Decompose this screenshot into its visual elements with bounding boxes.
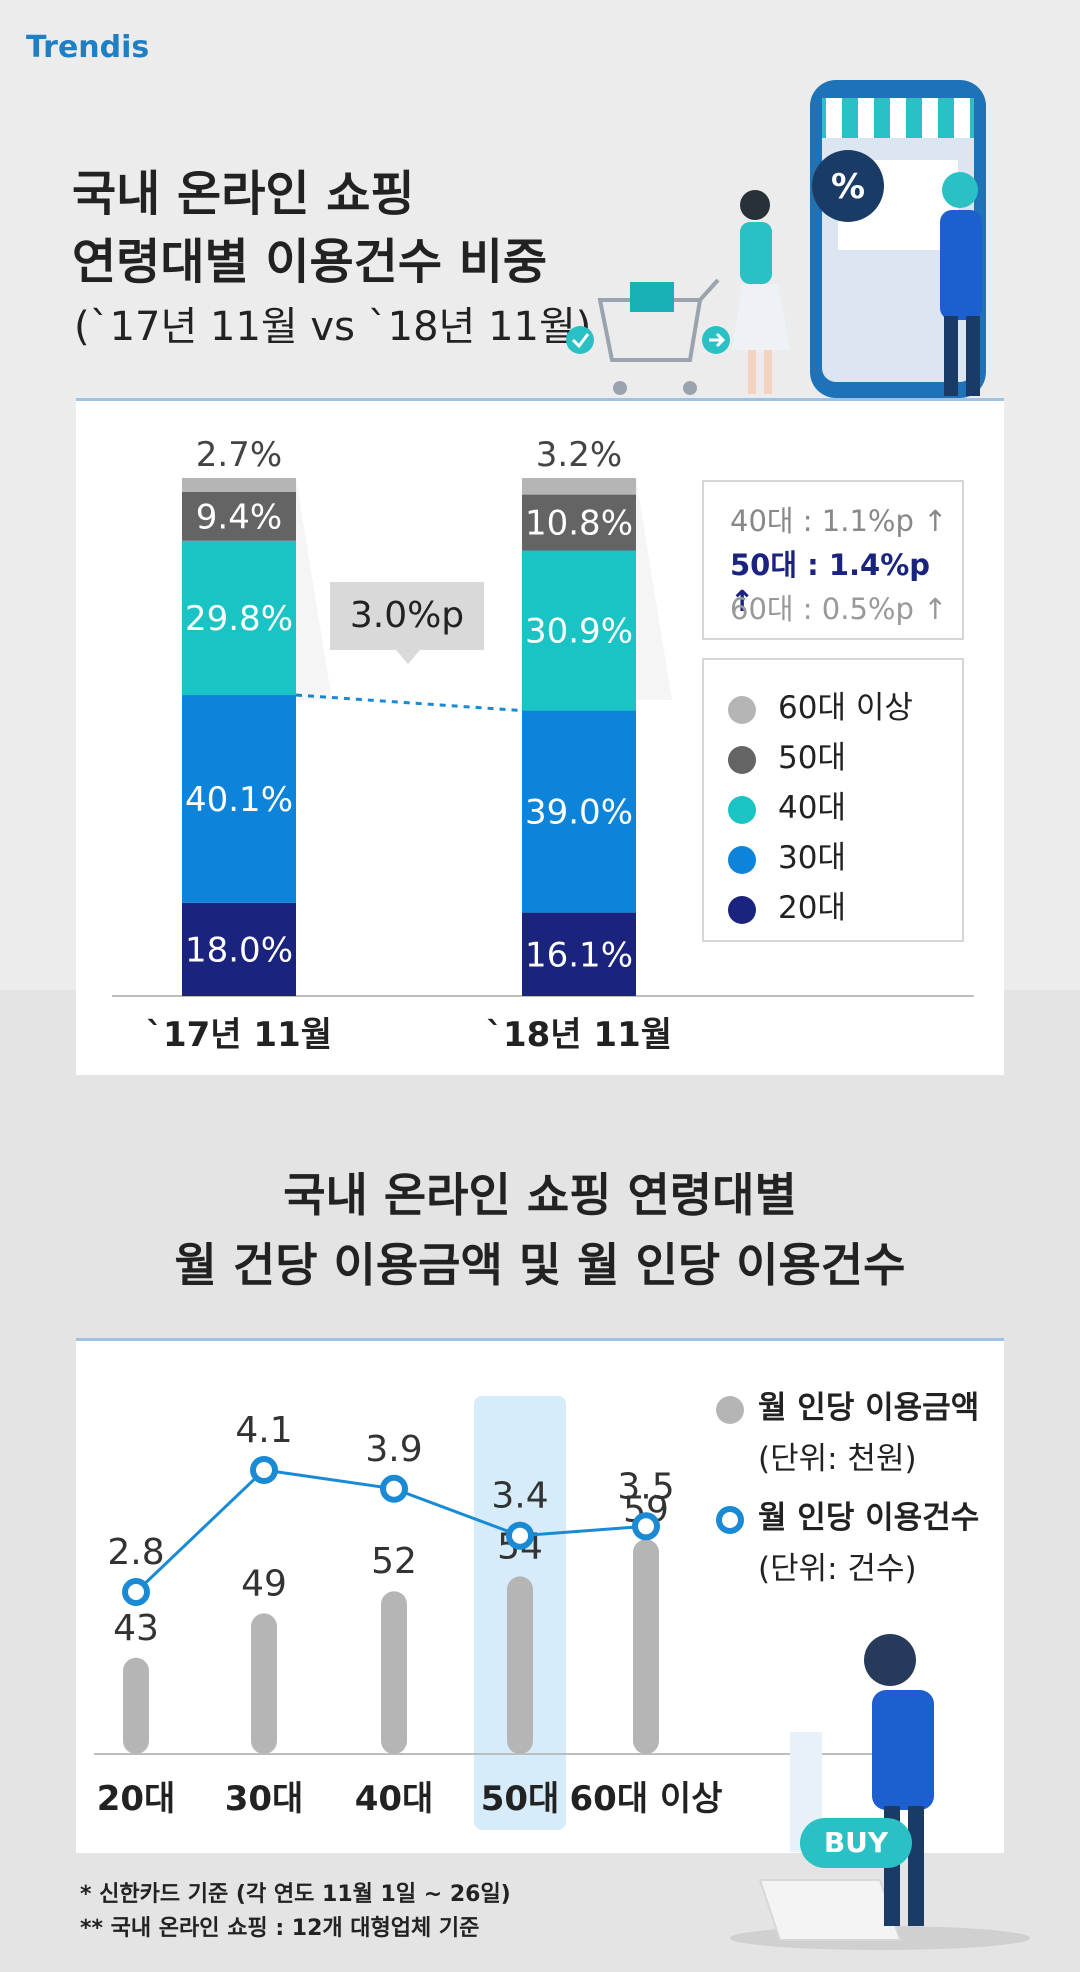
- info-40s: 40대 : 1.1%p ↑: [730, 504, 948, 538]
- count-value-label: 3.5: [617, 1466, 674, 1507]
- legend-dot-icon: [716, 1395, 744, 1424]
- legend-item-30s: 30대: [728, 832, 846, 877]
- count-value-label: 3.9: [365, 1429, 422, 1470]
- bar-value-label: 10.8%: [525, 504, 633, 544]
- bar-segment: [522, 550, 636, 711]
- bar-segment: [182, 491, 296, 541]
- x-tick-label: 60대 이상: [570, 1779, 723, 1819]
- legend-item-60s: 60대 이상: [728, 682, 913, 727]
- bar-value-label: 29.8%: [185, 599, 293, 639]
- count-value-label: 3.4: [491, 1476, 548, 1517]
- x-tick-label: 40대: [355, 1779, 434, 1819]
- section1-title: 국내 온라인 쇼핑 연령대별 이용건수 비중: [72, 160, 547, 296]
- legend-dot-icon: [728, 795, 756, 824]
- bar-shadow: [296, 478, 332, 700]
- legend-dot-icon: [728, 745, 756, 774]
- amount-bar: [123, 1657, 149, 1754]
- bar-value-label: 40.1%: [185, 780, 293, 820]
- count-point: [122, 1578, 150, 1606]
- x-tick-label: `17년 11월: [146, 1015, 332, 1055]
- section1-subtitle: (`17년 11월 vs `18년 11월): [74, 304, 592, 350]
- count-point: [250, 1456, 278, 1484]
- section1-title-line1: 국내 온라인 쇼핑: [72, 166, 415, 222]
- bar-segment: [182, 695, 296, 903]
- amount-bar: [507, 1576, 533, 1754]
- legend-item-50s: 50대: [728, 732, 846, 777]
- person-head-icon: [942, 172, 978, 208]
- x-tick-label: 20대: [97, 1779, 176, 1819]
- amount-value-label: 52: [371, 1541, 417, 1582]
- count-point: [506, 1521, 534, 1550]
- bar-value-label: 2.7%: [196, 435, 282, 475]
- bar-value-label: 39.0%: [525, 793, 633, 833]
- difference-callout: 3.0%p: [330, 582, 484, 650]
- x-tick-label: 30대: [225, 1779, 304, 1819]
- count-value-label: 2.8: [107, 1532, 164, 1573]
- brand-logo: Trendis: [26, 30, 150, 65]
- legend-dot-icon: [728, 695, 756, 724]
- footnote-2: ** 국내 온라인 쇼핑 : 12개 대형업체 기준: [80, 1916, 480, 1941]
- legend-ring-icon: [716, 1505, 744, 1534]
- bar-value-label: 30.9%: [525, 612, 633, 652]
- chart1-legend: 60대 이상 50대 40대 30대 20대: [702, 658, 964, 942]
- check-icon: [566, 326, 594, 354]
- change-infobox: 40대 : 1.1%p ↑ 50대 : 1.4%p ↑ 60대 : 0.5%p …: [702, 480, 964, 640]
- bar-value-label: 16.1%: [525, 935, 633, 975]
- count-point: [380, 1474, 408, 1503]
- connector-line: [295, 693, 523, 713]
- bar-value-label: 9.4%: [196, 497, 282, 537]
- amount-bar: [251, 1613, 277, 1754]
- bar-segment: [522, 494, 636, 551]
- percent-badge-icon: [812, 150, 884, 222]
- bar-segment: [522, 478, 636, 495]
- bar-segment: [182, 902, 296, 996]
- bar-value-label: 18.0%: [185, 930, 293, 970]
- x-tick-label: `18년 11월: [486, 1015, 672, 1055]
- count-point: [632, 1512, 660, 1541]
- section2-title-line1: 국내 온라인 쇼핑 연령대별: [283, 1168, 797, 1222]
- difference-callout-tail: [396, 650, 420, 664]
- legend-dot-icon: [728, 845, 756, 874]
- x-tick-label: 50대: [481, 1779, 560, 1819]
- amount-bar: [633, 1539, 659, 1754]
- woman-head-icon: [740, 190, 770, 220]
- bar-value-label: 3.2%: [536, 435, 622, 475]
- section2-title-line2: 월 건당 이용금액 및 월 인당 이용건수: [174, 1238, 906, 1292]
- legend-item-20s: 20대: [728, 882, 846, 927]
- section2-title: 국내 온라인 쇼핑 연령대별 월 건당 이용금액 및 월 인당 이용건수: [0, 1160, 1080, 1300]
- chart2-legend-amount-unit: (단위: 천원): [758, 1441, 917, 1477]
- percent-badge: %: [831, 167, 865, 207]
- chart2-legend-count-unit: (단위: 건수): [758, 1551, 917, 1587]
- info-50s: 50대 : 1.4%p ↑: [730, 548, 931, 618]
- info-60s: 60대 : 0.5%p ↑: [730, 592, 948, 626]
- bar-segment: [182, 478, 296, 492]
- chart2-legend-count: 월 인당 이용건수 (단위: 건수): [716, 1492, 979, 1588]
- chart2-legend-amount: 월 인당 이용금액 (단위: 천원): [716, 1382, 979, 1478]
- count-value-label: 4.1: [235, 1410, 292, 1451]
- bar-segment: [522, 912, 636, 996]
- amount-bar: [381, 1591, 407, 1754]
- person-body-icon: [940, 210, 982, 320]
- section1-title-line2: 연령대별 이용건수 비중: [72, 234, 548, 290]
- amount-value-label: 49: [241, 1563, 287, 1604]
- legend-dot-icon: [728, 895, 756, 924]
- bar-shadow: [636, 478, 672, 700]
- bar-segment: [182, 540, 296, 696]
- footnote-1: * 신한카드 기준 (각 연도 11월 1일 ~ 26일): [80, 1882, 511, 1907]
- legend-item-40s: 40대: [728, 782, 846, 827]
- bar-segment: [522, 710, 636, 913]
- amount-value-label: 43: [113, 1608, 159, 1649]
- shopping-illustration: %: [566, 80, 986, 398]
